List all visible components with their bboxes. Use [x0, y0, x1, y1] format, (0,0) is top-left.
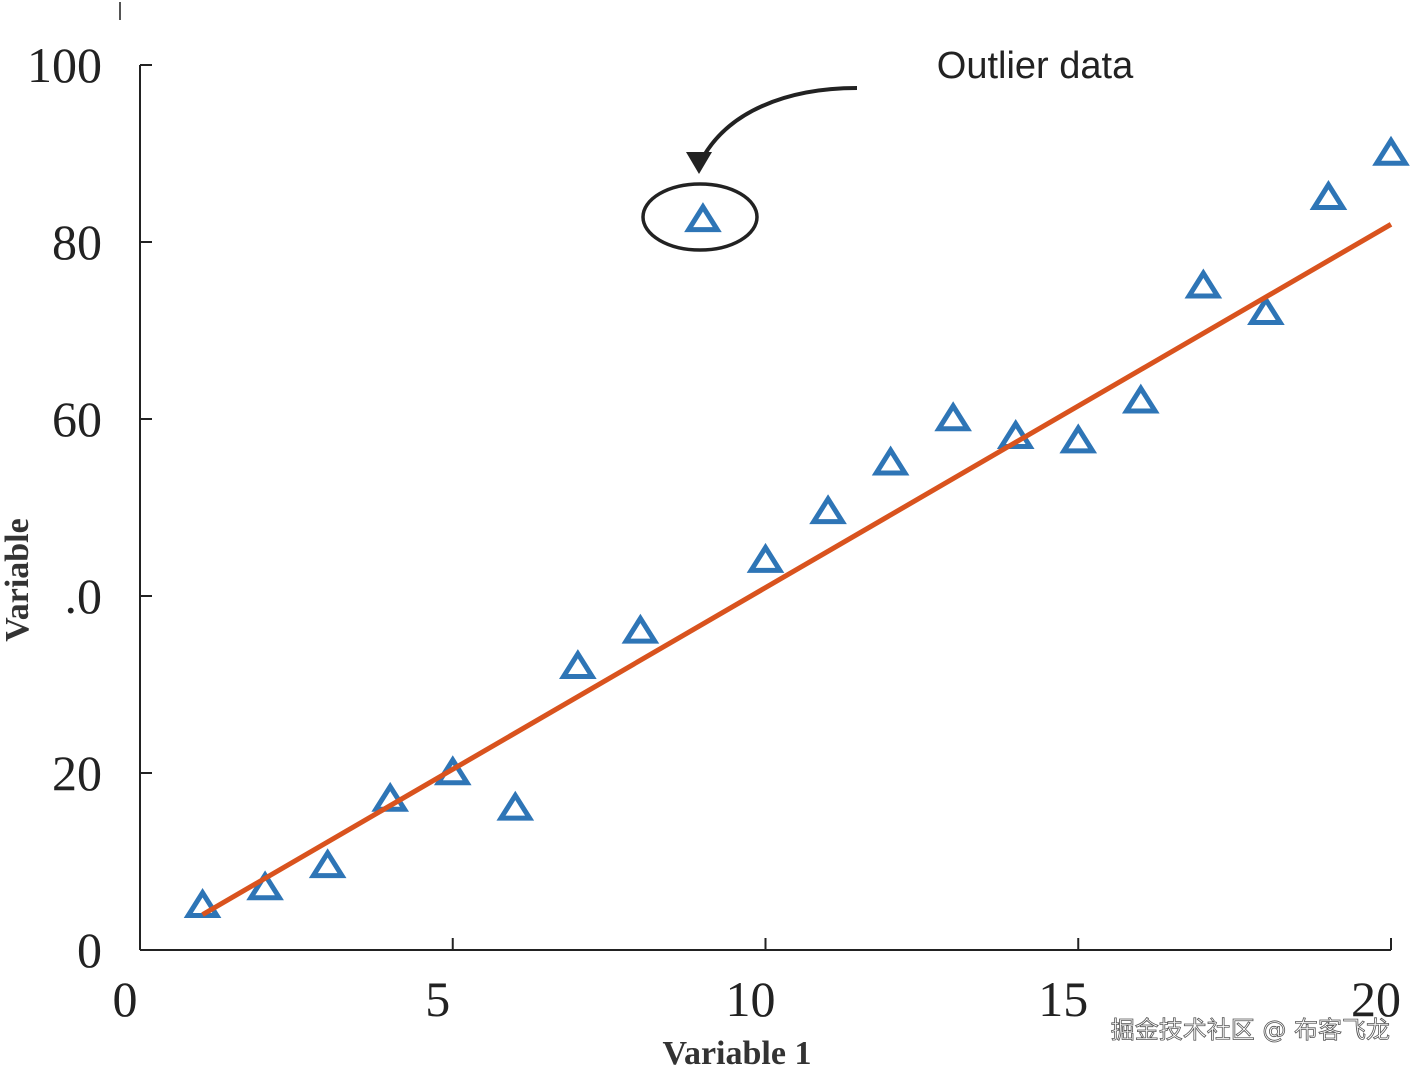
point [996, 419, 1035, 449]
outlier-circle [641, 182, 759, 252]
x-tick-label: 5 [425, 971, 450, 1027]
point [1247, 295, 1285, 326]
point [183, 888, 222, 918]
point [1121, 383, 1160, 414]
x-tick-label: 20 [1351, 971, 1401, 1027]
annotation-arrow [697, 86, 858, 169]
point [746, 542, 785, 573]
point [871, 445, 910, 476]
point [559, 649, 597, 680]
point [496, 790, 535, 821]
x-tick-label: 0 [113, 971, 138, 1027]
y-tick-label: 20 [52, 745, 102, 801]
point [308, 848, 347, 879]
y-tick-label: .0 [65, 568, 103, 624]
point [684, 202, 722, 233]
fit-line [201, 222, 1393, 917]
annotation: Outlier data [937, 45, 1134, 87]
point [1372, 135, 1410, 166]
point [246, 870, 284, 901]
y-axis-title: Variable [0, 518, 36, 641]
x-axis-title: Variable 1 [663, 1035, 812, 1071]
x-tick-label: 10 [726, 971, 776, 1027]
y-tick-label: 100 [27, 37, 102, 93]
y-tick-label: 0 [77, 922, 102, 978]
point [371, 781, 410, 812]
point [809, 494, 847, 525]
point [1309, 180, 1348, 210]
x-tick-label: 15 [1038, 971, 1088, 1027]
point [934, 401, 972, 432]
arrow-head [686, 152, 712, 174]
watermark: 掘金技术社区 @ 布客飞龙 [1111, 1016, 1390, 1044]
point [1184, 268, 1223, 299]
y-tick-label: 60 [52, 391, 102, 447]
point [1059, 423, 1098, 454]
point [621, 613, 660, 644]
y-tick-label: 80 [52, 214, 102, 270]
